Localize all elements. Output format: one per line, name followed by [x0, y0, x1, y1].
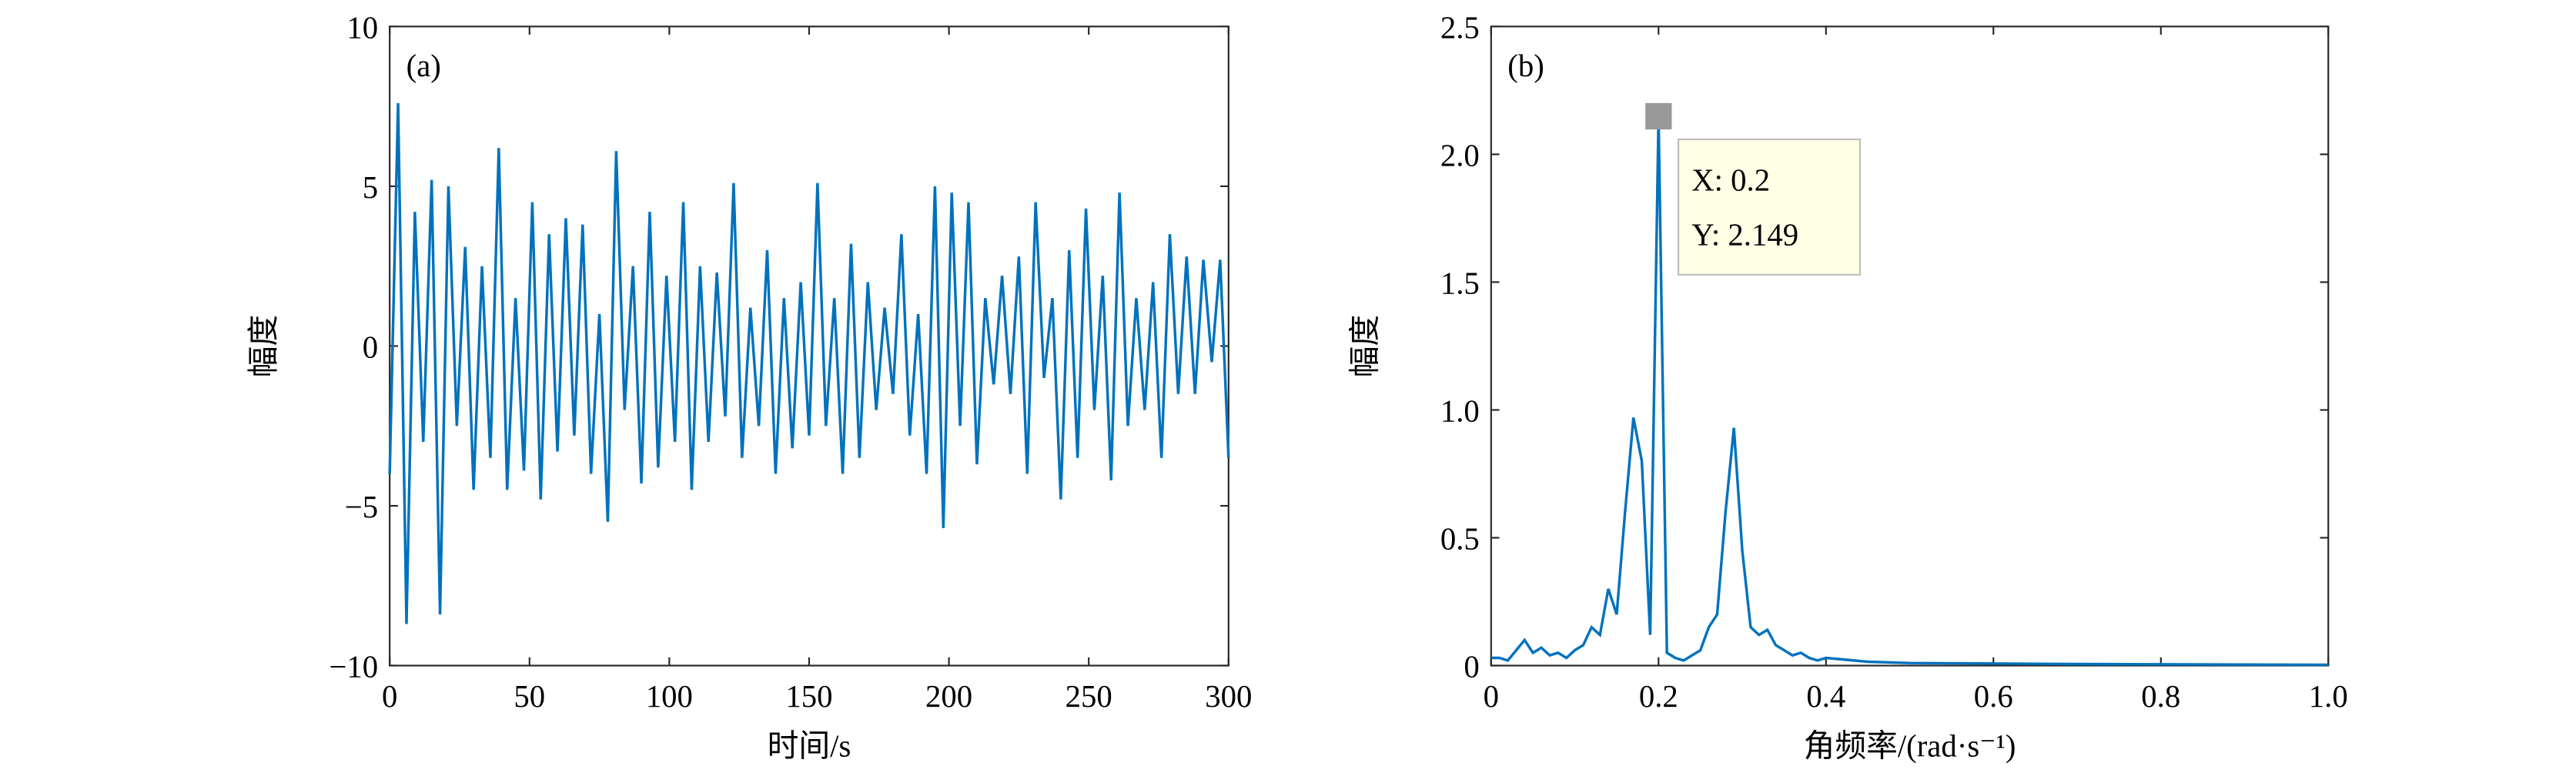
- x-axis-label: 角频率/(rad·s⁻¹): [1804, 728, 2016, 763]
- plot-area: [389, 25, 1229, 667]
- y-tick-label: 2.0: [1440, 138, 1480, 172]
- datatip-text: Y: 2.149: [1691, 217, 1798, 252]
- data-line: [1490, 115, 2329, 667]
- x-tick-label: 0.4: [1806, 679, 1845, 714]
- y-tick-label: 1.0: [1440, 393, 1480, 428]
- x-axis-label: 时间/s: [768, 728, 851, 763]
- plot-area: [1490, 25, 2330, 667]
- x-tick-label: 0: [382, 679, 397, 714]
- panel-label: (a): [406, 49, 441, 83]
- y-tick-label: 0.5: [1440, 521, 1480, 556]
- data-line: [388, 102, 1230, 624]
- y-axis-label: 幅度: [246, 315, 281, 378]
- y-tick-label: −10: [329, 649, 378, 684]
- x-tick-label: 50: [514, 679, 545, 714]
- y-tick-label: 5: [363, 170, 378, 205]
- y-axis-label: 幅度: [1348, 315, 1383, 378]
- y-tick-label: 10: [346, 10, 378, 45]
- y-tick-label: 2.5: [1440, 10, 1480, 45]
- panel-label: (b): [1507, 49, 1544, 83]
- datatip-text: X: 0.2: [1691, 162, 1770, 197]
- x-tick-label: 0.6: [1974, 679, 2013, 714]
- y-tick-label: −5: [345, 490, 378, 524]
- y-tick-label: 0: [363, 330, 378, 364]
- datatip-marker: [1645, 102, 1672, 130]
- y-tick-label: 1.5: [1440, 266, 1480, 300]
- x-tick-label: 1.0: [2309, 679, 2348, 714]
- datatip-box: [1677, 138, 1862, 276]
- x-tick-label: 200: [925, 679, 972, 714]
- x-tick-label: 250: [1066, 679, 1112, 714]
- x-tick-label: 300: [1205, 679, 1252, 714]
- x-tick-label: 0.8: [2141, 679, 2180, 714]
- x-tick-label: 150: [785, 679, 832, 714]
- x-tick-label: 0: [1484, 679, 1499, 714]
- x-tick-label: 100: [646, 679, 693, 714]
- x-tick-label: 0.2: [1639, 679, 1678, 714]
- y-tick-label: 0: [1464, 649, 1479, 684]
